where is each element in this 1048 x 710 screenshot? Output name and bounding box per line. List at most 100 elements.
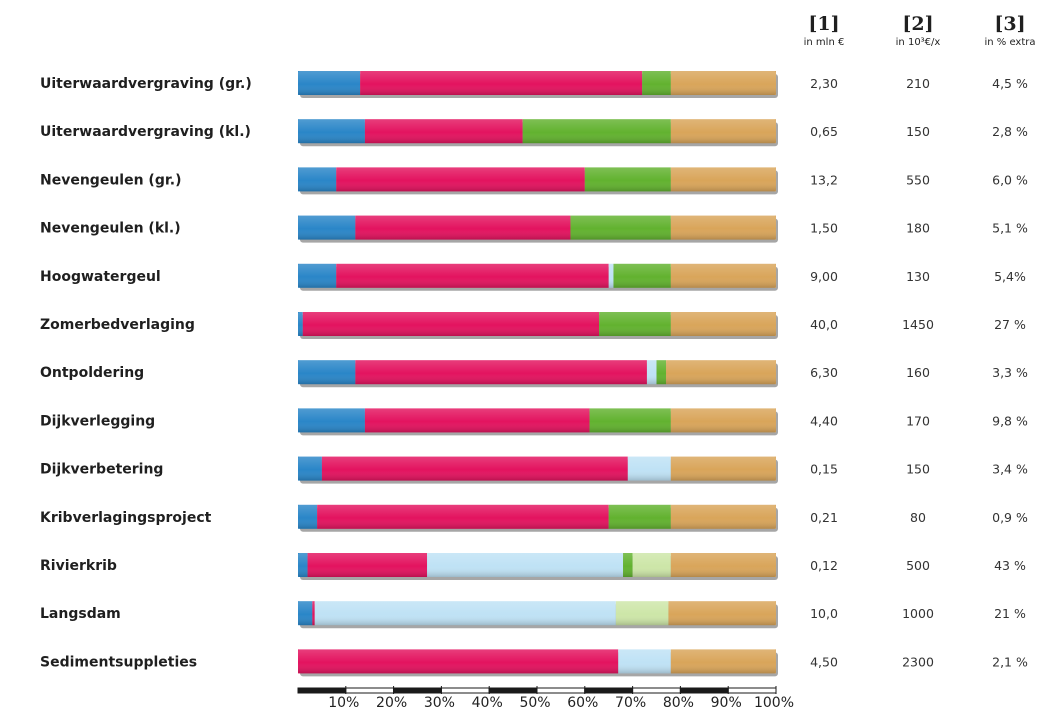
bar-row: Nevengeulen (kl.) 1,50 180 5,1 % bbox=[40, 215, 1028, 243]
bar-rows: Uiterwaardvergraving (gr.) 2,30 210 4,5 %Ui… bbox=[40, 71, 1028, 677]
value-cell: 130 bbox=[906, 269, 930, 284]
value-cell: 27 % bbox=[994, 317, 1026, 332]
value-cell: 10,0 bbox=[810, 606, 838, 621]
category-label: Hoogwatergeul bbox=[40, 269, 161, 285]
column-header-1: [1] bbox=[808, 13, 839, 35]
category-label: Rivierkrib bbox=[40, 558, 117, 574]
value-cell: 5,4% bbox=[994, 269, 1026, 284]
column-unit-3: in % extra bbox=[984, 37, 1035, 48]
value-cell: 0,9 % bbox=[992, 510, 1028, 525]
category-label: Zomerbedverlaging bbox=[40, 317, 195, 333]
bar-row: Zomerbedverlaging 40,0 1450 27 % bbox=[40, 312, 1026, 339]
value-cell: 2,8 % bbox=[992, 124, 1028, 139]
tick-label: 50% bbox=[519, 695, 550, 710]
value-cell: 0,65 bbox=[810, 124, 838, 139]
bar-gloss bbox=[298, 408, 776, 433]
value-cell: 80 bbox=[910, 510, 926, 525]
value-cell: 150 bbox=[906, 462, 930, 477]
value-cell: 4,40 bbox=[810, 413, 838, 428]
scale-segment bbox=[440, 687, 490, 694]
bar-row: Ontpoldering 6,30 160 3,3 % bbox=[40, 360, 1028, 388]
value-cell: 0,21 bbox=[810, 510, 838, 525]
value-cell: 9,8 % bbox=[992, 413, 1028, 428]
category-label: Dijkverlegging bbox=[40, 413, 155, 429]
category-label: Dijkverbetering bbox=[40, 462, 163, 478]
value-cell: 160 bbox=[906, 365, 930, 380]
value-cell: 40,0 bbox=[810, 317, 838, 332]
bar-row: Sedimentsuppleties 4,50 2300 2,1 % bbox=[40, 649, 1028, 677]
bar-gloss bbox=[298, 553, 776, 577]
bar-row: Dijkverbetering 0,15 150 3,4 % bbox=[40, 456, 1028, 484]
tick-label: 90% bbox=[711, 695, 742, 710]
value-cell: 500 bbox=[906, 558, 930, 573]
value-cell: 3,3 % bbox=[992, 365, 1028, 380]
value-cell: 5,1 % bbox=[992, 221, 1028, 236]
value-cell: 1,50 bbox=[810, 221, 838, 236]
bar-gloss bbox=[298, 601, 776, 626]
category-label: Kribverlagingsproject bbox=[40, 510, 212, 526]
value-cell: 180 bbox=[906, 221, 930, 236]
value-cell: 9,00 bbox=[810, 269, 838, 284]
value-cell: 0,12 bbox=[810, 558, 838, 573]
category-label: Sedimentsuppleties bbox=[40, 654, 197, 670]
bar-gloss bbox=[298, 504, 776, 529]
value-cell: 13,2 bbox=[810, 172, 838, 187]
category-label: Ontpoldering bbox=[40, 365, 144, 381]
scale-segment bbox=[297, 687, 347, 694]
bar-row: Langsdam 10,0 1000 21 % bbox=[40, 601, 1026, 629]
category-label: Nevengeulen (kl.) bbox=[40, 221, 181, 237]
bar-row: Hoogwatergeul 9,00 130 5,4% bbox=[40, 263, 1026, 291]
bar-row: Dijkverlegging 4,40 170 9,8 % bbox=[40, 408, 1028, 436]
value-cell: 4,50 bbox=[810, 654, 838, 669]
column-unit-1: in mln € bbox=[804, 37, 845, 48]
bar-gloss bbox=[298, 263, 776, 288]
value-cell: 170 bbox=[906, 413, 930, 428]
bar-gloss bbox=[298, 649, 776, 674]
bar-row: Uiterwaardvergraving (gr.) 2,30 210 4,5 % bbox=[40, 71, 1028, 98]
value-cell: 4,5 % bbox=[992, 76, 1028, 91]
scale-segment bbox=[679, 687, 729, 694]
scale-segment bbox=[393, 687, 442, 694]
tick-label: 30% bbox=[424, 695, 455, 710]
value-cell: 6,30 bbox=[810, 365, 838, 380]
value-cell: 2,1 % bbox=[992, 654, 1028, 669]
value-cell: 550 bbox=[906, 172, 930, 187]
category-label: Uiterwaardvergraving (gr.) bbox=[40, 76, 252, 92]
value-cell: 150 bbox=[906, 124, 930, 139]
tick-label: 10% bbox=[328, 695, 359, 710]
category-label: Nevengeulen (gr.) bbox=[40, 172, 181, 188]
bar-gloss bbox=[298, 360, 776, 385]
scale-segment bbox=[488, 687, 538, 694]
tick-label: 20% bbox=[376, 695, 407, 710]
value-cell: 210 bbox=[906, 76, 930, 91]
category-label: Uiterwaardvergraving (kl.) bbox=[40, 124, 251, 140]
bar-row: Kribverlagingsproject 0,21 80 0,9 % bbox=[40, 504, 1028, 532]
value-cell: 3,4 % bbox=[992, 462, 1028, 477]
bar-row: Rivierkrib 0,12 500 43 % bbox=[40, 553, 1026, 580]
bar-gloss bbox=[298, 456, 776, 481]
bar-gloss bbox=[298, 312, 776, 336]
tick-label: 80% bbox=[663, 695, 694, 710]
value-cell: 1000 bbox=[902, 606, 934, 621]
scale-segment bbox=[536, 687, 586, 694]
value-cell: 21 % bbox=[994, 606, 1026, 621]
scale-segment bbox=[727, 687, 777, 694]
bar-row: Uiterwaardvergraving (kl.) 0,65 150 2,8 % bbox=[40, 119, 1028, 147]
value-cell: 2,30 bbox=[810, 76, 838, 91]
column-headers: [1] in mln € [2] in 10³€/x [3] in % extra bbox=[804, 13, 1036, 48]
scale-segment bbox=[632, 687, 681, 694]
bar-row: Nevengeulen (gr.) 13,2 550 6,0 % bbox=[40, 167, 1028, 195]
value-cell: 1450 bbox=[902, 317, 934, 332]
tick-label: 100% bbox=[754, 695, 794, 710]
category-label: Langsdam bbox=[40, 606, 121, 622]
scale-segment bbox=[584, 687, 634, 694]
column-unit-2: in 10³€/x bbox=[896, 37, 941, 48]
tick-label: 40% bbox=[472, 695, 503, 710]
value-cell: 2300 bbox=[902, 654, 934, 669]
bar-gloss bbox=[298, 215, 776, 240]
value-cell: 0,15 bbox=[810, 462, 838, 477]
value-cell: 6,0 % bbox=[992, 172, 1028, 187]
bar-gloss bbox=[298, 167, 776, 192]
value-cell: 43 % bbox=[994, 558, 1026, 573]
